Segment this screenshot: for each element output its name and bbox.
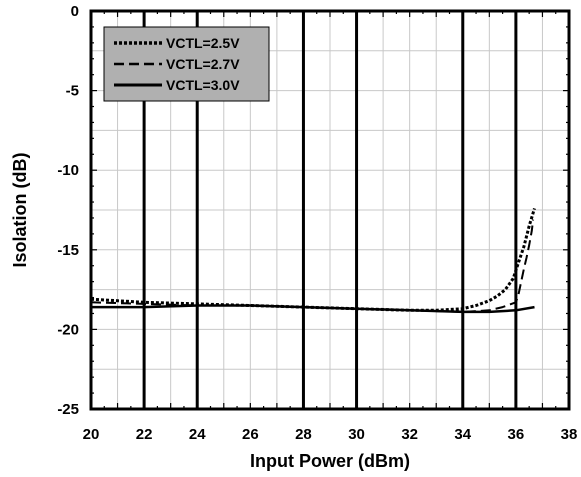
x-tick-label: 30 [348,426,365,443]
x-tick-labels: 20 22 24 26 28 30 32 34 36 38 [83,426,578,443]
y-tick-labels: 0 -5 -10 -15 -20 -25 [57,3,79,418]
x-tick-label: 20 [83,426,100,443]
y-tick-label: -10 [57,162,79,179]
legend-label-2: VCTL=2.7V [166,56,240,72]
series-line-3 [91,304,535,314]
y-tick-label: -25 [57,401,79,418]
x-tick-label: 26 [242,426,259,443]
x-tick-label: 32 [401,426,418,443]
x-tick-label: 22 [136,426,153,443]
x-tick-label: 36 [508,426,525,443]
y-tick-label: -20 [57,321,79,338]
y-tick-label: 0 [71,3,79,20]
y-tick-label: -5 [66,83,79,100]
y-tick-label: -15 [57,242,79,259]
legend-label-1: VCTL=2.5V [166,35,240,51]
legend: VCTL=2.5V VCTL=2.7V VCTL=3.0V [103,26,270,102]
x-axis-title: Input Power (dBm) [250,451,410,471]
tick-marks [90,10,570,410]
y-axis-title: Isolation (dB) [10,153,30,268]
x-tick-label: 38 [561,426,578,443]
legend-label-3: VCTL=3.0V [166,77,240,93]
x-tick-label: 24 [189,426,206,443]
series-group [90,207,536,314]
x-tick-label: 28 [295,426,312,443]
x-tick-label: 34 [454,426,471,443]
